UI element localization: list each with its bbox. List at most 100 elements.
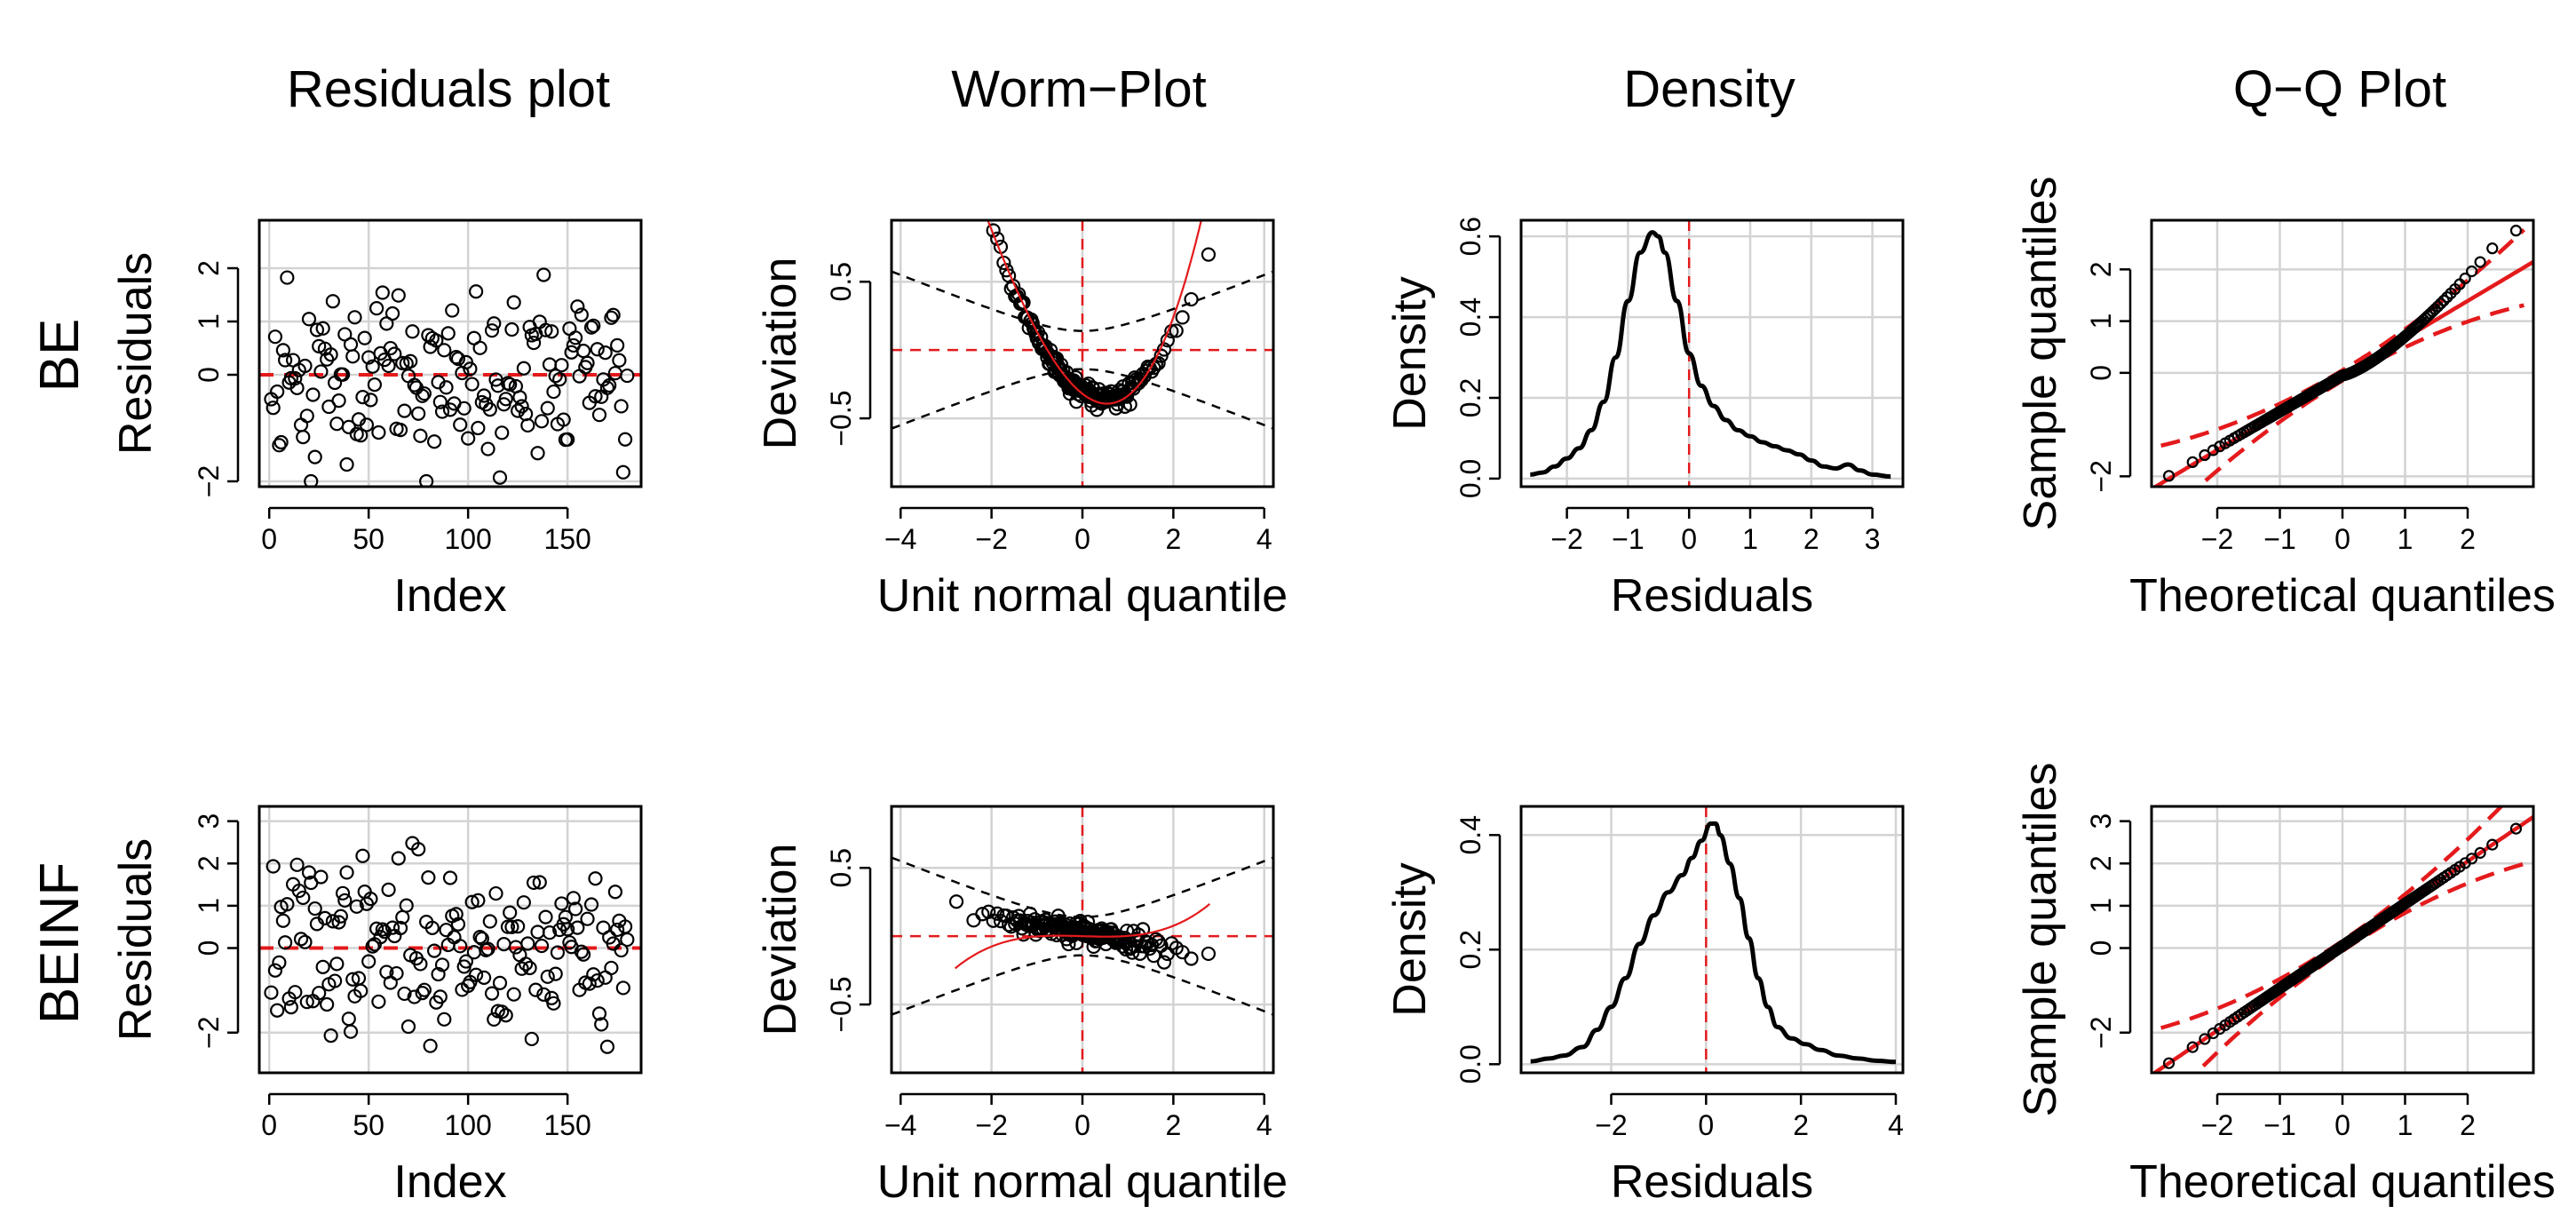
data-point — [534, 938, 550, 954]
data-point — [363, 393, 378, 408]
data-point — [2509, 822, 2523, 835]
data-point — [582, 976, 597, 991]
y-tick-label: 0 — [193, 940, 225, 956]
data-point — [975, 907, 990, 922]
data-point — [424, 920, 440, 935]
data-point — [522, 960, 537, 976]
x-tick-label: 0 — [2334, 523, 2350, 555]
data-point — [2162, 1057, 2176, 1069]
data-point — [297, 358, 313, 374]
data-point — [503, 377, 518, 392]
row-label-beinf: BEINF — [29, 862, 91, 1025]
x-tick-label: 3 — [1865, 523, 1881, 555]
data-point — [580, 355, 595, 370]
data-point — [567, 901, 583, 916]
data-point — [397, 986, 412, 1002]
y-tick-label: 0 — [2085, 940, 2117, 956]
data-point — [530, 446, 545, 461]
data-point — [2431, 300, 2444, 313]
x-axis-title: Theoretical quantiles — [2129, 1156, 2556, 1208]
data-point — [405, 324, 420, 339]
x-tick-label: −2 — [2201, 523, 2233, 555]
data-point — [278, 353, 293, 368]
data-point — [272, 955, 287, 970]
data-point — [434, 957, 450, 972]
data-point — [506, 987, 521, 1002]
data-point — [472, 340, 487, 355]
data-point — [1184, 291, 1199, 307]
data-point — [526, 335, 542, 351]
y-tick-label: 0 — [2085, 365, 2117, 381]
plot-area — [2152, 806, 2533, 1073]
density-curve — [1530, 821, 1897, 1065]
data-point — [407, 377, 422, 393]
data-point — [512, 390, 527, 405]
y-tick-label: 0.0 — [1454, 459, 1486, 498]
x-axis-title: Unit normal quantile — [877, 570, 1288, 622]
plot-frame — [258, 805, 643, 1075]
data-point — [392, 920, 408, 936]
data-point — [604, 960, 619, 976]
x-tick-label: −4 — [884, 1109, 916, 1141]
data-point — [365, 939, 380, 954]
y-axis-title: Deviation — [755, 258, 806, 450]
data-point — [526, 875, 542, 891]
plot-area — [892, 806, 1273, 1073]
data-point — [432, 394, 448, 409]
data-point — [590, 342, 605, 357]
data-point — [542, 925, 558, 940]
data-point — [482, 402, 497, 417]
data-point — [273, 434, 289, 450]
y-tick-label: 2 — [2085, 855, 2117, 871]
x-axis-title: Theoretical quantiles — [2129, 570, 2556, 622]
panel-be-worm: −4 −2 0 2 4 −0.5 0.5 Unit normal quantile Deviat… — [755, 171, 1288, 622]
data-point — [516, 361, 531, 376]
data-point — [599, 1039, 615, 1054]
row-labels: BE BEINF — [29, 319, 91, 1025]
data-point — [548, 966, 563, 981]
data-point — [399, 898, 414, 913]
data-point — [514, 961, 529, 976]
data-point — [602, 377, 617, 393]
column-title-density: Density — [1623, 60, 1795, 118]
data-point — [440, 326, 456, 341]
x-tick-label: 4 — [1888, 1109, 1904, 1141]
data-point — [343, 337, 359, 353]
data-point — [289, 380, 305, 395]
data-point — [1201, 946, 1217, 962]
data-point — [423, 1038, 438, 1053]
data-point — [357, 330, 372, 345]
data-point — [381, 882, 396, 897]
data-point — [416, 386, 432, 401]
y-tick-label: 0.4 — [1454, 298, 1486, 337]
data-point — [371, 994, 386, 1010]
data-point — [544, 324, 559, 339]
data-point — [328, 973, 343, 988]
data-point — [278, 935, 293, 950]
data-point — [503, 905, 518, 920]
data-point — [304, 473, 319, 487]
data-point — [341, 419, 356, 434]
data-point — [967, 171, 979, 183]
plot-frame — [1519, 218, 1905, 488]
y-axis-title: Density — [1384, 862, 1436, 1016]
data-point — [566, 891, 581, 906]
data-point — [966, 913, 981, 928]
data-point — [331, 393, 346, 409]
data-point — [591, 1006, 607, 1021]
data-point — [353, 428, 369, 443]
data-point — [2459, 272, 2471, 285]
y-tick-label: 3 — [2085, 813, 2117, 829]
column-title-worm: Worm−Plot — [951, 60, 1206, 118]
data-point — [534, 414, 550, 429]
data-point — [2474, 846, 2486, 859]
y-axis-title: Density — [1384, 276, 1436, 430]
data-point — [614, 942, 629, 958]
data-point — [270, 384, 285, 400]
data-point — [1169, 323, 1184, 338]
data-point — [413, 428, 428, 443]
data-point — [1016, 295, 1031, 310]
x-tick-label: 150 — [543, 1109, 590, 1141]
data-point — [536, 267, 551, 282]
data-point — [464, 377, 480, 392]
